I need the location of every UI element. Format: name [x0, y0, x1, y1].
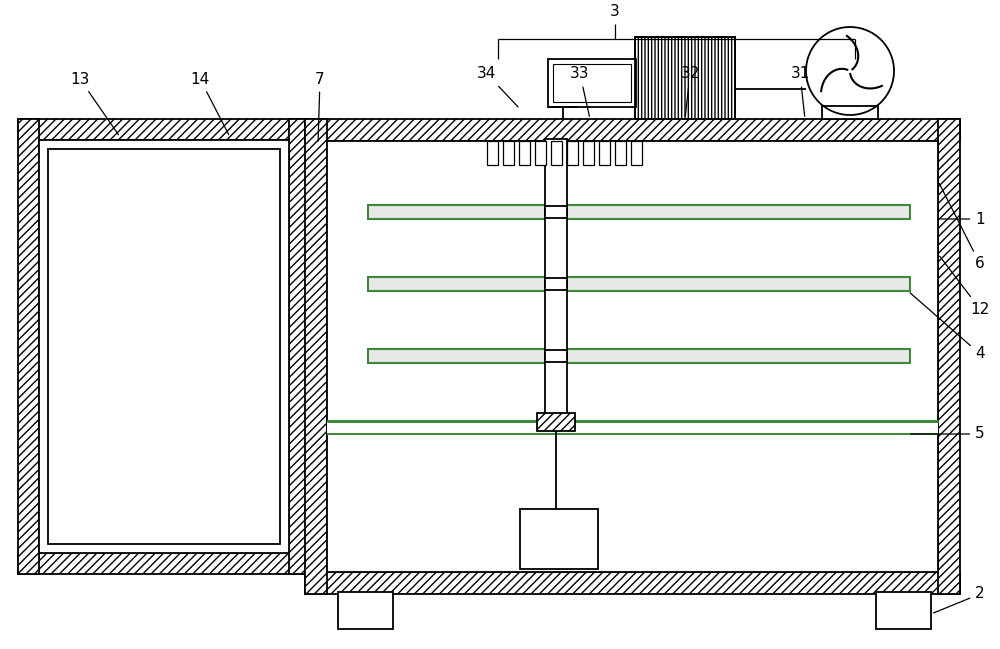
- Bar: [537, 413, 575, 431]
- Bar: [545, 139, 567, 416]
- Bar: [822, 106, 878, 119]
- Bar: [305, 119, 327, 594]
- Text: 6: 6: [939, 184, 985, 271]
- Bar: [583, 141, 594, 165]
- Text: 4: 4: [910, 293, 985, 361]
- Text: 32: 32: [680, 66, 700, 116]
- Bar: [18, 553, 310, 574]
- Bar: [545, 350, 567, 362]
- Text: 7: 7: [315, 71, 325, 141]
- Text: 14: 14: [190, 71, 229, 134]
- Bar: [631, 141, 642, 165]
- Bar: [18, 119, 39, 574]
- Bar: [599, 141, 610, 165]
- Bar: [487, 141, 498, 165]
- Bar: [327, 141, 938, 572]
- Bar: [368, 349, 910, 363]
- Bar: [368, 277, 910, 291]
- Bar: [635, 37, 735, 119]
- Bar: [368, 205, 910, 219]
- Bar: [338, 592, 393, 629]
- Bar: [519, 141, 530, 165]
- Bar: [520, 509, 598, 569]
- Bar: [289, 119, 310, 574]
- Bar: [48, 149, 280, 544]
- Bar: [876, 592, 931, 629]
- Bar: [39, 140, 289, 553]
- Bar: [551, 141, 562, 165]
- Bar: [548, 59, 636, 107]
- Bar: [305, 119, 960, 141]
- Text: 31: 31: [790, 66, 810, 116]
- Text: 13: 13: [70, 71, 118, 135]
- Bar: [327, 421, 938, 434]
- Text: 1: 1: [941, 212, 985, 227]
- Bar: [305, 572, 960, 594]
- Bar: [535, 141, 546, 165]
- Bar: [635, 37, 735, 119]
- Bar: [938, 119, 960, 594]
- Bar: [18, 119, 310, 140]
- Bar: [545, 206, 567, 218]
- Text: 33: 33: [570, 66, 590, 116]
- Bar: [615, 141, 626, 165]
- Text: 12: 12: [940, 256, 990, 317]
- Bar: [553, 64, 631, 102]
- Text: 2: 2: [934, 587, 985, 613]
- Text: 3: 3: [610, 5, 620, 19]
- Text: 5: 5: [911, 426, 985, 441]
- Bar: [567, 141, 578, 165]
- Bar: [503, 141, 514, 165]
- Text: 34: 34: [477, 66, 518, 107]
- Bar: [545, 278, 567, 290]
- Bar: [327, 141, 938, 572]
